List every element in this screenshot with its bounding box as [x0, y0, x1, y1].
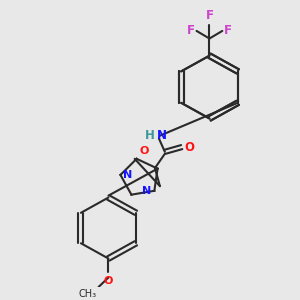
Text: O: O: [185, 141, 195, 154]
Text: N: N: [157, 129, 167, 142]
Text: O: O: [140, 146, 149, 156]
Text: N: N: [123, 170, 133, 180]
Text: F: F: [206, 9, 213, 22]
Text: F: F: [187, 24, 195, 38]
Text: O: O: [104, 276, 113, 286]
Text: CH₃: CH₃: [78, 289, 97, 299]
Text: H: H: [145, 129, 155, 142]
Text: N: N: [142, 186, 152, 196]
Text: F: F: [224, 24, 232, 38]
